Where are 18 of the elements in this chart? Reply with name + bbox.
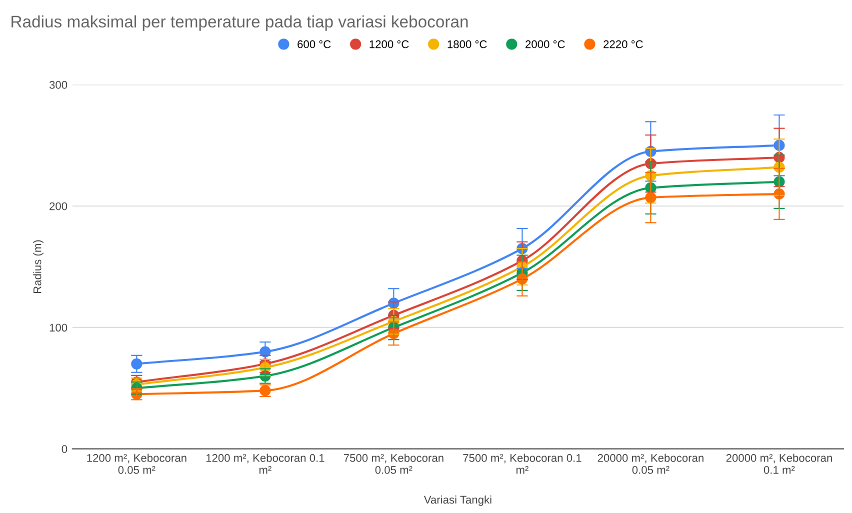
legend-label: 600 °C xyxy=(298,40,331,48)
y-axis-title: Radius (m) xyxy=(33,240,44,294)
chart-title: Radius maksimal per temperature pada tiap variasi kebocoran xyxy=(12,15,468,31)
legend-label: 2000 °C xyxy=(526,40,565,48)
x-tick-label: 7500 m², Kebocoran 0.1 m² xyxy=(463,454,582,474)
y-tick-label: 100 xyxy=(50,324,68,332)
x-tick-label: 7500 m², Kebocoran 0.05 m² xyxy=(344,454,444,474)
y-tick-label: 200 xyxy=(50,202,68,210)
legend-label: 2220 °C xyxy=(604,40,643,48)
legend-label: 1200 °C xyxy=(370,40,409,48)
x-tick-label: 1200 m², Kebocoran 0.1 m² xyxy=(206,454,324,474)
y-tick-label: 0 xyxy=(62,445,68,454)
x-axis-title: Variasi Tangki xyxy=(424,496,492,506)
y-tick-label: 300 xyxy=(49,80,68,89)
x-tick-label: 1200 m², Kebocoran 0.05 m² xyxy=(87,454,186,474)
x-tick-label: 20000 m², Kebocoran 0.05 m² xyxy=(598,454,704,474)
x-tick-label: 20000 m², Kebocoran 0.1 m² xyxy=(726,454,832,474)
legend-label: 1800 °C xyxy=(448,40,487,48)
